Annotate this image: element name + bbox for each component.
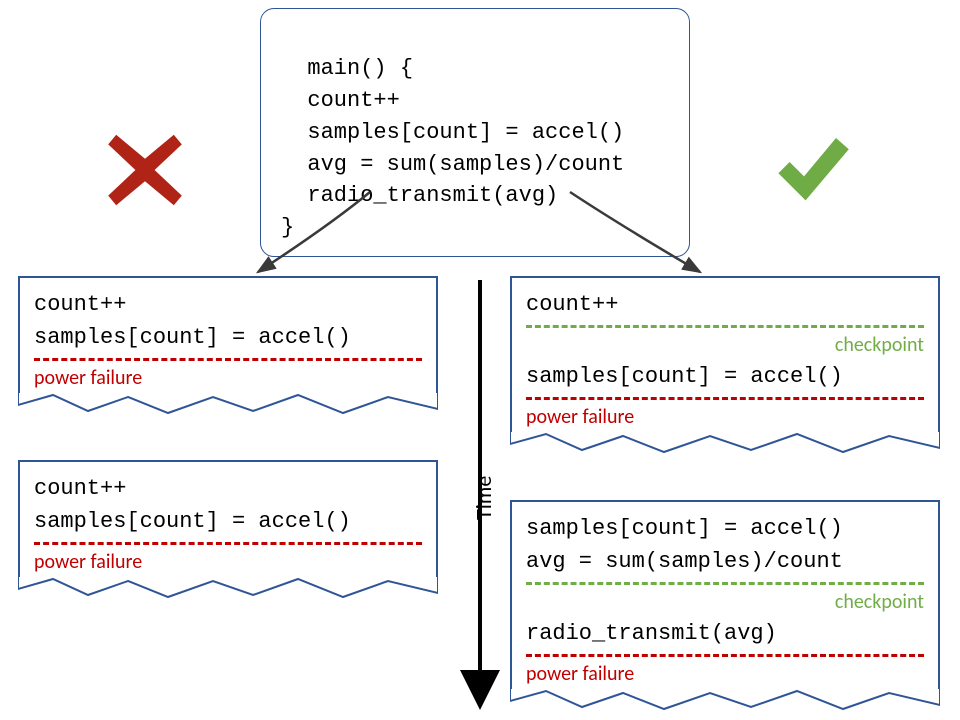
right-bottom-panel: samples[count] = accel() avg = sum(sampl… <box>510 500 940 689</box>
power-failure-divider <box>526 654 924 657</box>
code-line: radio_transmit(avg) <box>526 617 924 650</box>
checkpoint-divider <box>526 325 924 328</box>
code-line: samples[count] = accel() <box>526 360 924 393</box>
code-line: count++ <box>526 288 924 321</box>
checkpoint-label: checkpoint <box>526 330 924 360</box>
right-top-panel: count++ checkpoint samples[count] = acce… <box>510 276 940 432</box>
power-failure-label: power failure <box>526 402 924 432</box>
torn-edge <box>510 687 940 715</box>
time-axis-label: Time <box>470 476 497 520</box>
checkpoint-label: checkpoint <box>526 587 924 617</box>
power-failure-divider <box>526 397 924 400</box>
checkpoint-divider <box>526 582 924 585</box>
code-line: avg = sum(samples)/count <box>526 545 924 578</box>
torn-edge <box>510 430 940 458</box>
code-line: samples[count] = accel() <box>526 512 924 545</box>
power-failure-label: power failure <box>526 659 924 689</box>
